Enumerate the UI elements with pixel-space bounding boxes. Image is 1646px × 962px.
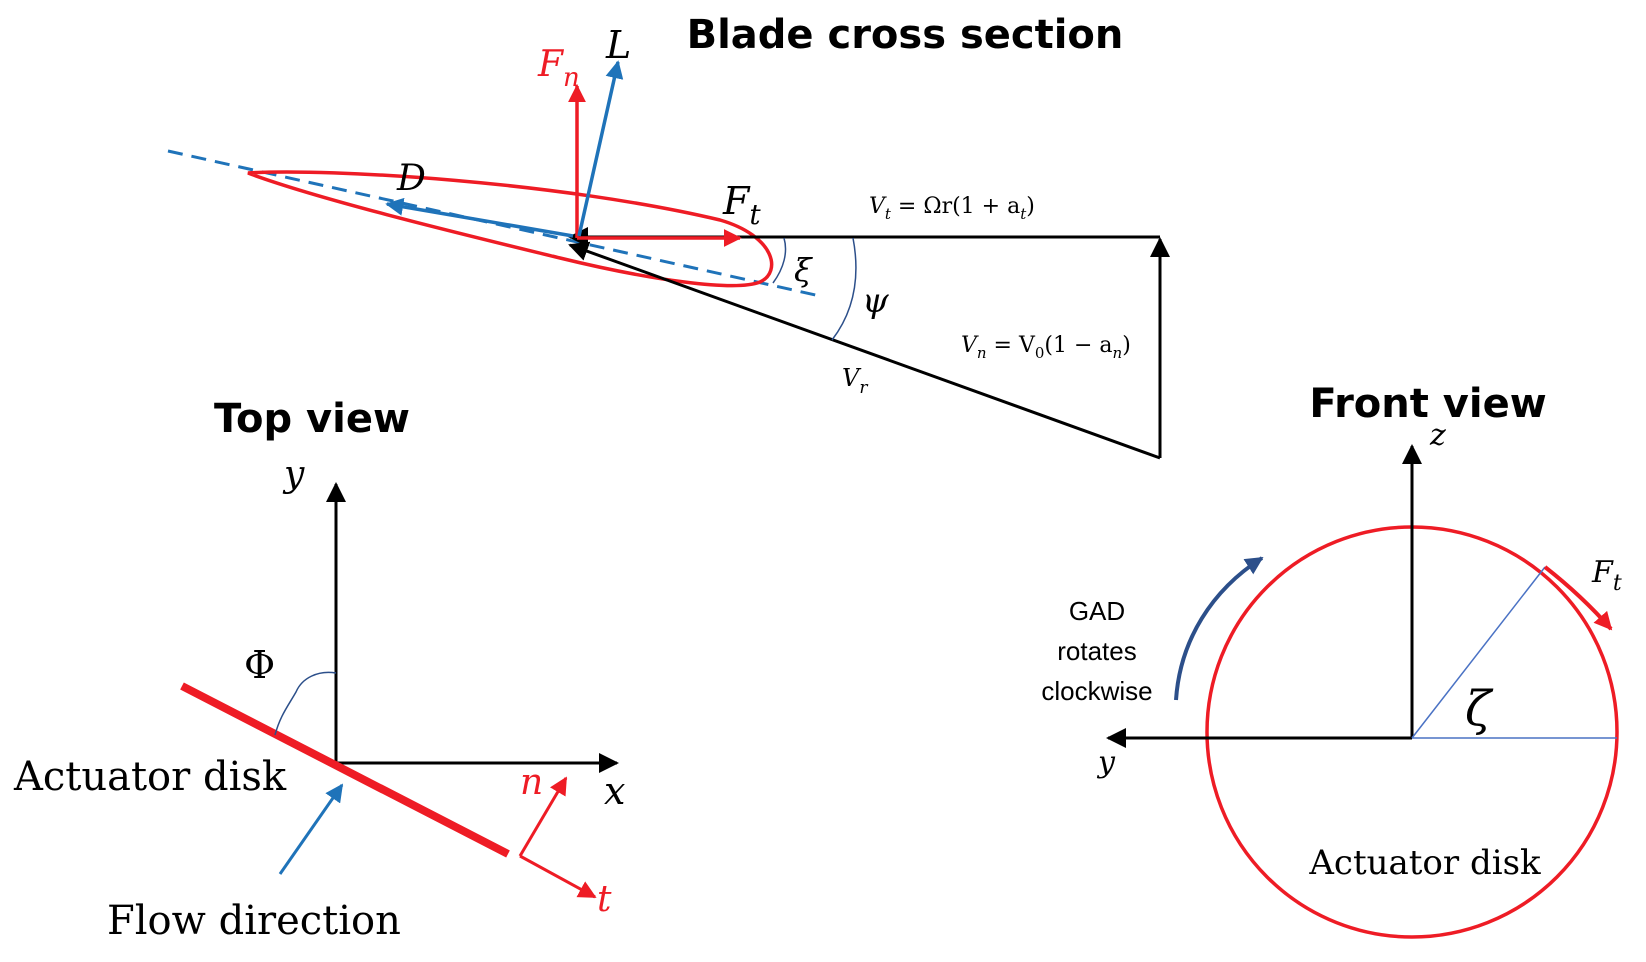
flow-direction-label: Flow direction	[107, 898, 401, 944]
psi-angle-arc	[831, 237, 857, 341]
t-direction-arrow	[519, 854, 597, 899]
n-direction-arrow	[518, 776, 568, 857]
top-view: Top view y x Φ Actuator disk n t Flow di…	[13, 396, 625, 944]
top-x-axis-label: x	[604, 769, 625, 813]
rotation-text-line1: GAD	[1069, 596, 1125, 626]
front-view: Front view z y ζ Ft GAD rotates clockwis…	[1041, 381, 1622, 939]
front-ft-label: Ft	[1591, 555, 1622, 596]
drag-label: D	[396, 158, 426, 199]
phi-angle-arc	[274, 671, 337, 736]
fn-label: Fn	[537, 44, 580, 93]
xi-angle-arc	[772, 237, 787, 284]
psi-label: ψ	[862, 281, 889, 321]
ft-label: Ft	[722, 179, 761, 231]
n-direction-label: n	[520, 762, 543, 803]
front-tangential-force-arrow	[1543, 565, 1613, 631]
lift-arrow	[577, 60, 624, 237]
top-actuator-disk-line	[180, 682, 510, 858]
radial-line	[1411, 566, 1546, 739]
lift-label: L	[605, 23, 631, 67]
relative-velocity-label: Vr	[842, 364, 868, 398]
rotation-text-line3: clockwise	[1041, 676, 1152, 706]
zeta-label: ζ	[1465, 681, 1494, 737]
xi-label: ξ	[794, 251, 813, 289]
phi-label: Φ	[244, 643, 275, 687]
relative-velocity-arrow	[568, 241, 1161, 460]
top-view-title: Top view	[214, 396, 410, 442]
rotation-arrow	[1174, 556, 1264, 701]
rotation-text-line2: rotates	[1057, 636, 1137, 666]
front-actuator-disk-label: Actuator disk	[1308, 843, 1541, 883]
airfoil-shape	[247, 170, 774, 288]
blade-cross-section-title: Blade cross section	[687, 12, 1124, 58]
normal-velocity-eq: Vn = V0(1 − an)	[961, 333, 1131, 362]
drag-arrow	[385, 197, 574, 238]
t-direction-label: t	[597, 879, 612, 920]
top-y-axis-label: y	[282, 454, 305, 495]
front-view-title: Front view	[1309, 381, 1546, 427]
front-y-axis-label: y	[1096, 745, 1116, 780]
flow-direction-arrow	[278, 783, 344, 875]
tangential-velocity-eq: Vt = Ωr(1 + at)	[869, 194, 1035, 223]
front-z-axis-label: z	[1429, 418, 1446, 453]
chord-line	[167, 149, 821, 298]
top-actuator-disk-label: Actuator disk	[13, 754, 287, 800]
blade-cross-section: Blade cross section Fn L D Ft ξ ψ Vt = Ω…	[167, 12, 1170, 460]
